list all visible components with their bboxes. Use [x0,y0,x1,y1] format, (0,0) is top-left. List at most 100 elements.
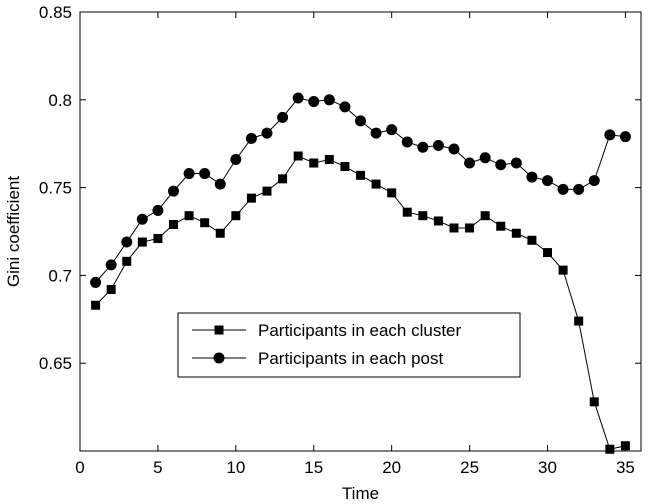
data-point-circle [588,175,600,187]
data-point-square [122,256,132,266]
data-point-circle [479,152,491,164]
y-tick-label: 0.8 [48,91,72,110]
data-point-square [558,265,568,275]
data-point-circle [121,236,133,248]
data-point-square [418,211,428,221]
data-point-circle [542,175,553,187]
data-point-square [605,444,615,454]
data-point-square [153,234,163,244]
data-point-circle [277,111,289,123]
data-point-circle [183,168,195,180]
data-point-square [527,235,537,245]
data-point-circle [261,127,273,139]
data-point-circle [136,213,148,225]
data-point-circle [308,96,320,108]
data-point-circle [573,183,585,195]
data-point-circle [214,178,226,190]
data-point-circle [355,115,366,127]
x-tick-label: 20 [382,458,401,477]
data-point-circle [448,143,460,155]
data-point-square [169,219,178,229]
data-point-square [433,216,443,226]
y-tick-label: 0.7 [48,266,72,285]
y-axis: 0.65 0.7 0.75 0.8 0.85 [39,3,641,373]
data-point-square [402,207,412,217]
data-point-circle [417,141,429,153]
x-tick-label: 30 [538,458,557,477]
data-point-circle [386,124,398,136]
y-tick-label: 0.65 [39,354,72,373]
x-tick-label: 25 [460,458,479,477]
data-point-circle [526,171,538,183]
data-point-square [106,284,116,294]
data-point-circle [230,154,242,166]
x-axis: 0 5 10 15 20 25 30 35 [75,12,635,477]
data-point-square [324,155,334,165]
data-point-square [340,162,350,172]
plot-area [79,11,642,452]
x-tick-label: 0 [75,458,84,477]
series-line [95,155,626,450]
data-point-square [387,188,397,198]
legend-marker-circle [213,352,225,364]
data-point-circle [245,132,257,144]
data-point-square [589,397,599,407]
legend-label-post: Participants in each post [258,349,443,368]
data-point-circle [339,101,351,113]
data-point-circle [292,92,304,104]
data-point-square [231,211,241,221]
series-layer [90,92,631,454]
data-point-square [574,316,584,326]
data-point-circle [323,94,335,106]
data-point-square [184,211,194,221]
data-point-circle [152,204,164,216]
y-tick-label: 0.85 [39,3,72,22]
x-axis-title: Time [342,484,379,503]
data-point-square [480,211,490,221]
data-point-circle [370,127,382,139]
x-tick-label: 35 [616,458,635,477]
data-point-square [449,223,459,233]
data-point-square [371,179,381,189]
data-point-square [91,300,101,310]
x-tick-label: 10 [226,458,245,477]
x-tick-label: 15 [304,458,323,477]
legend: Participants in each cluster Participant… [177,312,521,378]
series-cluster [91,151,630,454]
data-point-square [496,221,506,231]
data-point-square [356,170,365,180]
data-point-circle [604,129,616,141]
data-point-circle [105,259,117,271]
legend-label-cluster: Participants in each cluster [258,321,461,340]
x-tick-label: 5 [153,458,162,477]
data-point-circle [464,157,476,169]
data-point-square [246,193,256,203]
y-axis-title: Gini coefficient [4,176,23,287]
data-point-square [137,237,147,247]
y-tick-label: 0.75 [39,179,72,198]
legend-marker-square [214,325,224,335]
legend-box [177,312,521,378]
data-point-square [293,151,303,161]
data-point-square [543,248,552,258]
series-post [90,92,631,288]
data-point-circle [557,183,569,195]
data-point-square [511,228,521,238]
data-point-circle [495,159,507,171]
data-point-circle [90,276,102,288]
data-point-circle [432,139,444,151]
data-point-circle [510,157,522,169]
data-point-circle [619,131,631,143]
data-point-square [215,228,225,238]
data-point-square [200,218,210,228]
data-point-square [309,158,319,168]
data-point-circle [168,185,179,197]
plot-frame [79,11,642,452]
data-point-circle [401,136,413,148]
data-point-circle [199,168,211,180]
data-point-square [262,186,272,196]
data-point-square [465,223,475,233]
data-point-square [278,174,288,184]
